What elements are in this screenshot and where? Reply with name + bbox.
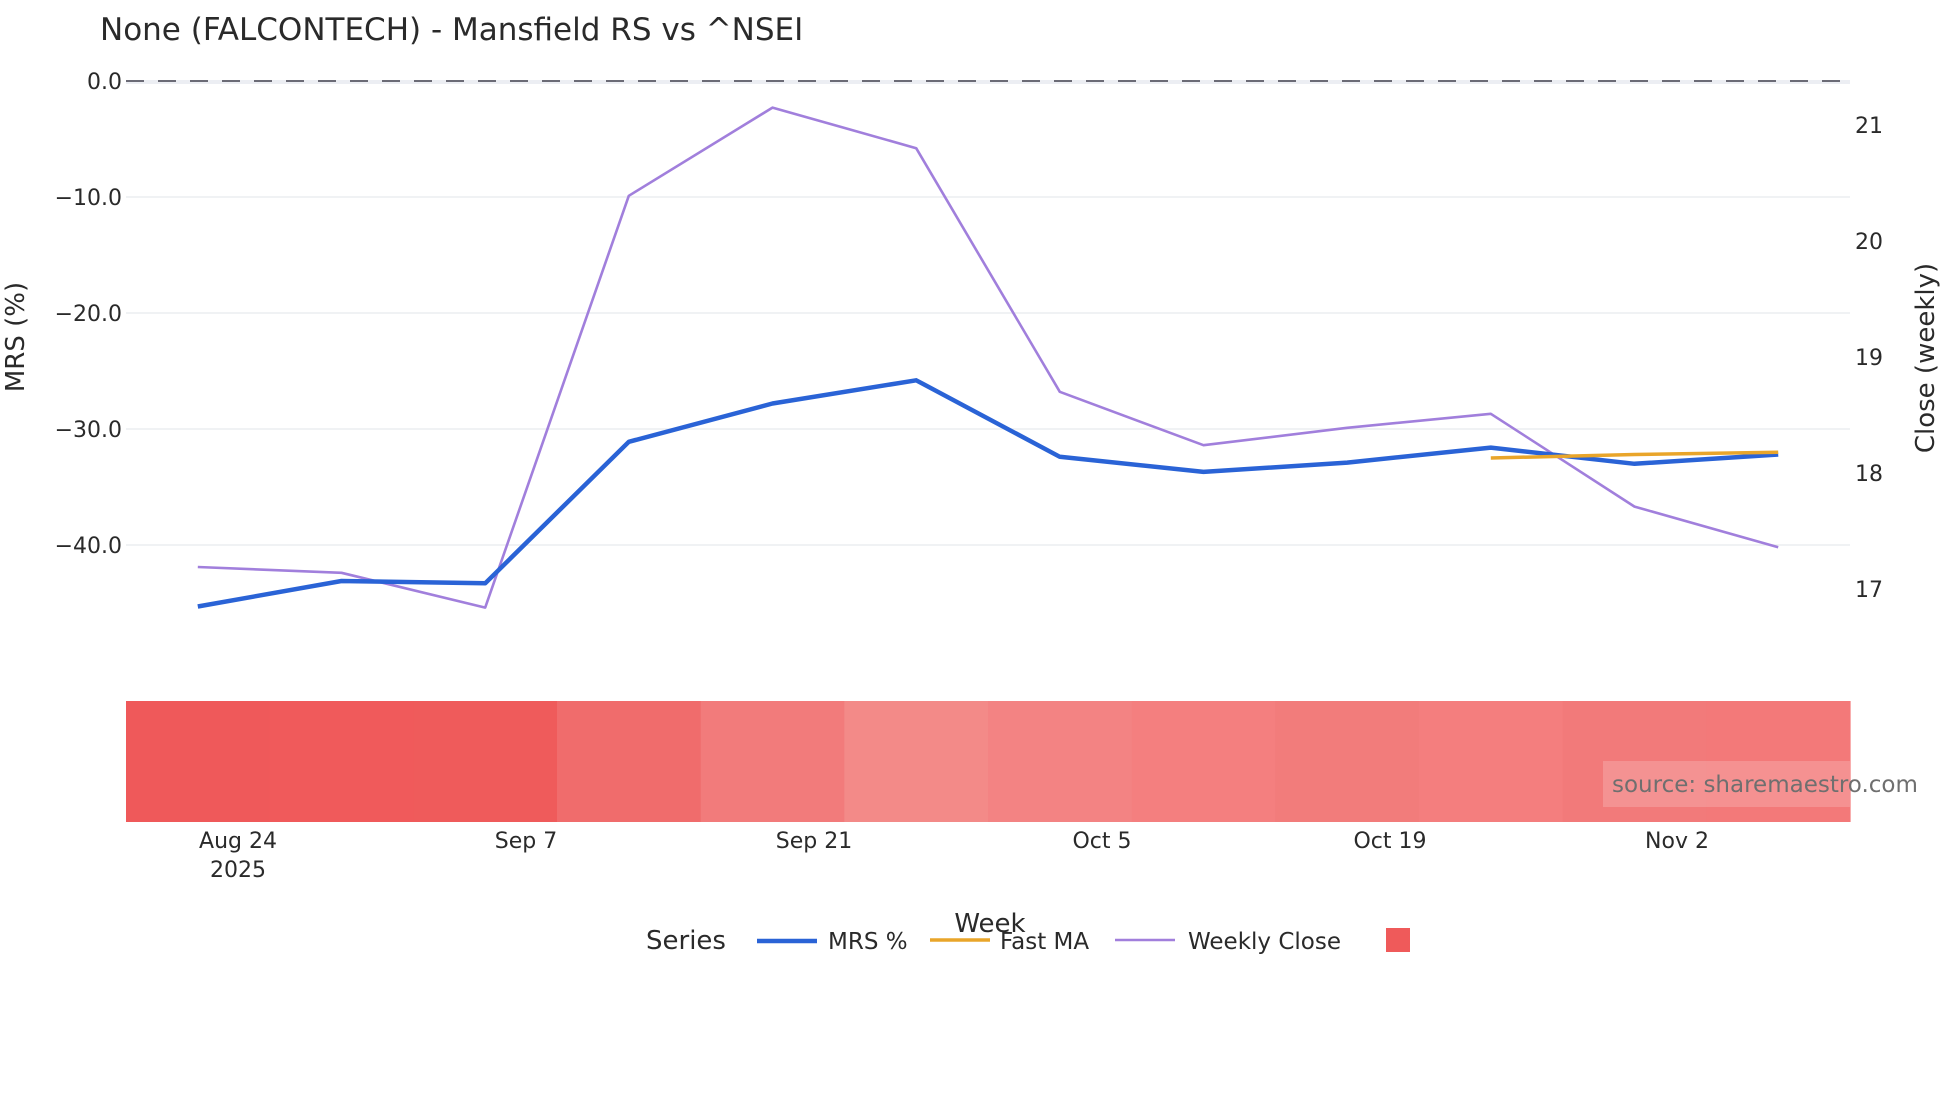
legend-item-weekly-close[interactable]: Weekly Close xyxy=(1115,929,1341,955)
y-left-tick: −10.0 xyxy=(55,186,122,211)
heatmap-cell[interactable] xyxy=(1275,701,1420,822)
x-tick: Nov 2 xyxy=(1645,829,1709,854)
heatmap-cell[interactable] xyxy=(126,701,271,822)
legend-item-mrs[interactable]: MRS % xyxy=(757,929,908,955)
heatmap-cell[interactable] xyxy=(988,701,1133,822)
y-right-tick: 21 xyxy=(1855,114,1883,139)
x-tick: Oct 19 xyxy=(1353,829,1426,854)
legend-label-weekly-close: Weekly Close xyxy=(1188,929,1341,955)
heatmap-cell[interactable] xyxy=(1562,701,1707,822)
x-axis-title: Week xyxy=(954,909,1025,939)
mrs-heatmap-strip xyxy=(126,701,1851,822)
fast-ma-line[interactable] xyxy=(1490,450,1779,460)
legend-item-fast-ma[interactable]: Fast MA xyxy=(930,929,1089,955)
legend: Series MRS % Fast MA Weekly Close xyxy=(646,926,1410,956)
legend-swatch-heatmap xyxy=(1386,928,1410,952)
y-axis-right-title: Close (weekly) xyxy=(1911,263,1941,453)
y-right-tick: 19 xyxy=(1855,346,1883,371)
source-annotation-box xyxy=(1603,761,1850,807)
x-tick: Sep 7 xyxy=(495,829,557,854)
source-annotation: source: sharemaestro.com xyxy=(1612,772,1918,798)
y-left-tick: −20.0 xyxy=(55,302,122,327)
chart-title: None (FALCONTECH) - Mansfield RS vs ^NSE… xyxy=(100,12,803,48)
y-left-tick: 0.0 xyxy=(87,70,122,95)
x-tick-year: 2025 xyxy=(210,858,266,883)
y-right-tick: 18 xyxy=(1855,462,1883,487)
y-axis-right-ticks: 21 20 19 18 17 xyxy=(1855,114,1883,603)
mrs-line[interactable] xyxy=(197,378,1779,609)
y-right-tick: 17 xyxy=(1855,578,1883,603)
x-tick: Oct 5 xyxy=(1072,829,1131,854)
weekly-close-line[interactable] xyxy=(197,106,1779,609)
x-tick: Sep 21 xyxy=(776,829,852,854)
heatmap-cell[interactable] xyxy=(1419,701,1564,822)
x-axis-ticks: Aug 24 2025 Sep 7 Sep 21 Oct 5 Oct 19 No… xyxy=(199,829,1709,883)
heatmap-cell[interactable] xyxy=(700,701,845,822)
gridlines xyxy=(126,80,1850,546)
y-right-tick: 20 xyxy=(1855,230,1883,255)
heatmap-cell[interactable] xyxy=(269,701,414,822)
heatmap-cell[interactable] xyxy=(1706,701,1851,822)
y-axis-left-ticks: 0.0 −10.0 −20.0 −30.0 −40.0 xyxy=(55,70,122,559)
legend-label-mrs: MRS % xyxy=(828,929,908,955)
heatmap-cell[interactable] xyxy=(557,701,702,822)
y-left-tick: −30.0 xyxy=(55,418,122,443)
y-axis-left-title: MRS (%) xyxy=(1,282,31,392)
heatmap-cell[interactable] xyxy=(413,701,558,822)
legend-title: Series xyxy=(646,926,726,956)
legend-label-fast-ma: Fast MA xyxy=(1000,929,1089,955)
heatmap-cell[interactable] xyxy=(1131,701,1276,822)
y-left-tick: −40.0 xyxy=(55,534,122,559)
heatmap-cell[interactable] xyxy=(844,701,989,822)
legend-item-heatmap[interactable] xyxy=(1386,928,1410,952)
x-tick: Aug 24 xyxy=(199,829,277,854)
